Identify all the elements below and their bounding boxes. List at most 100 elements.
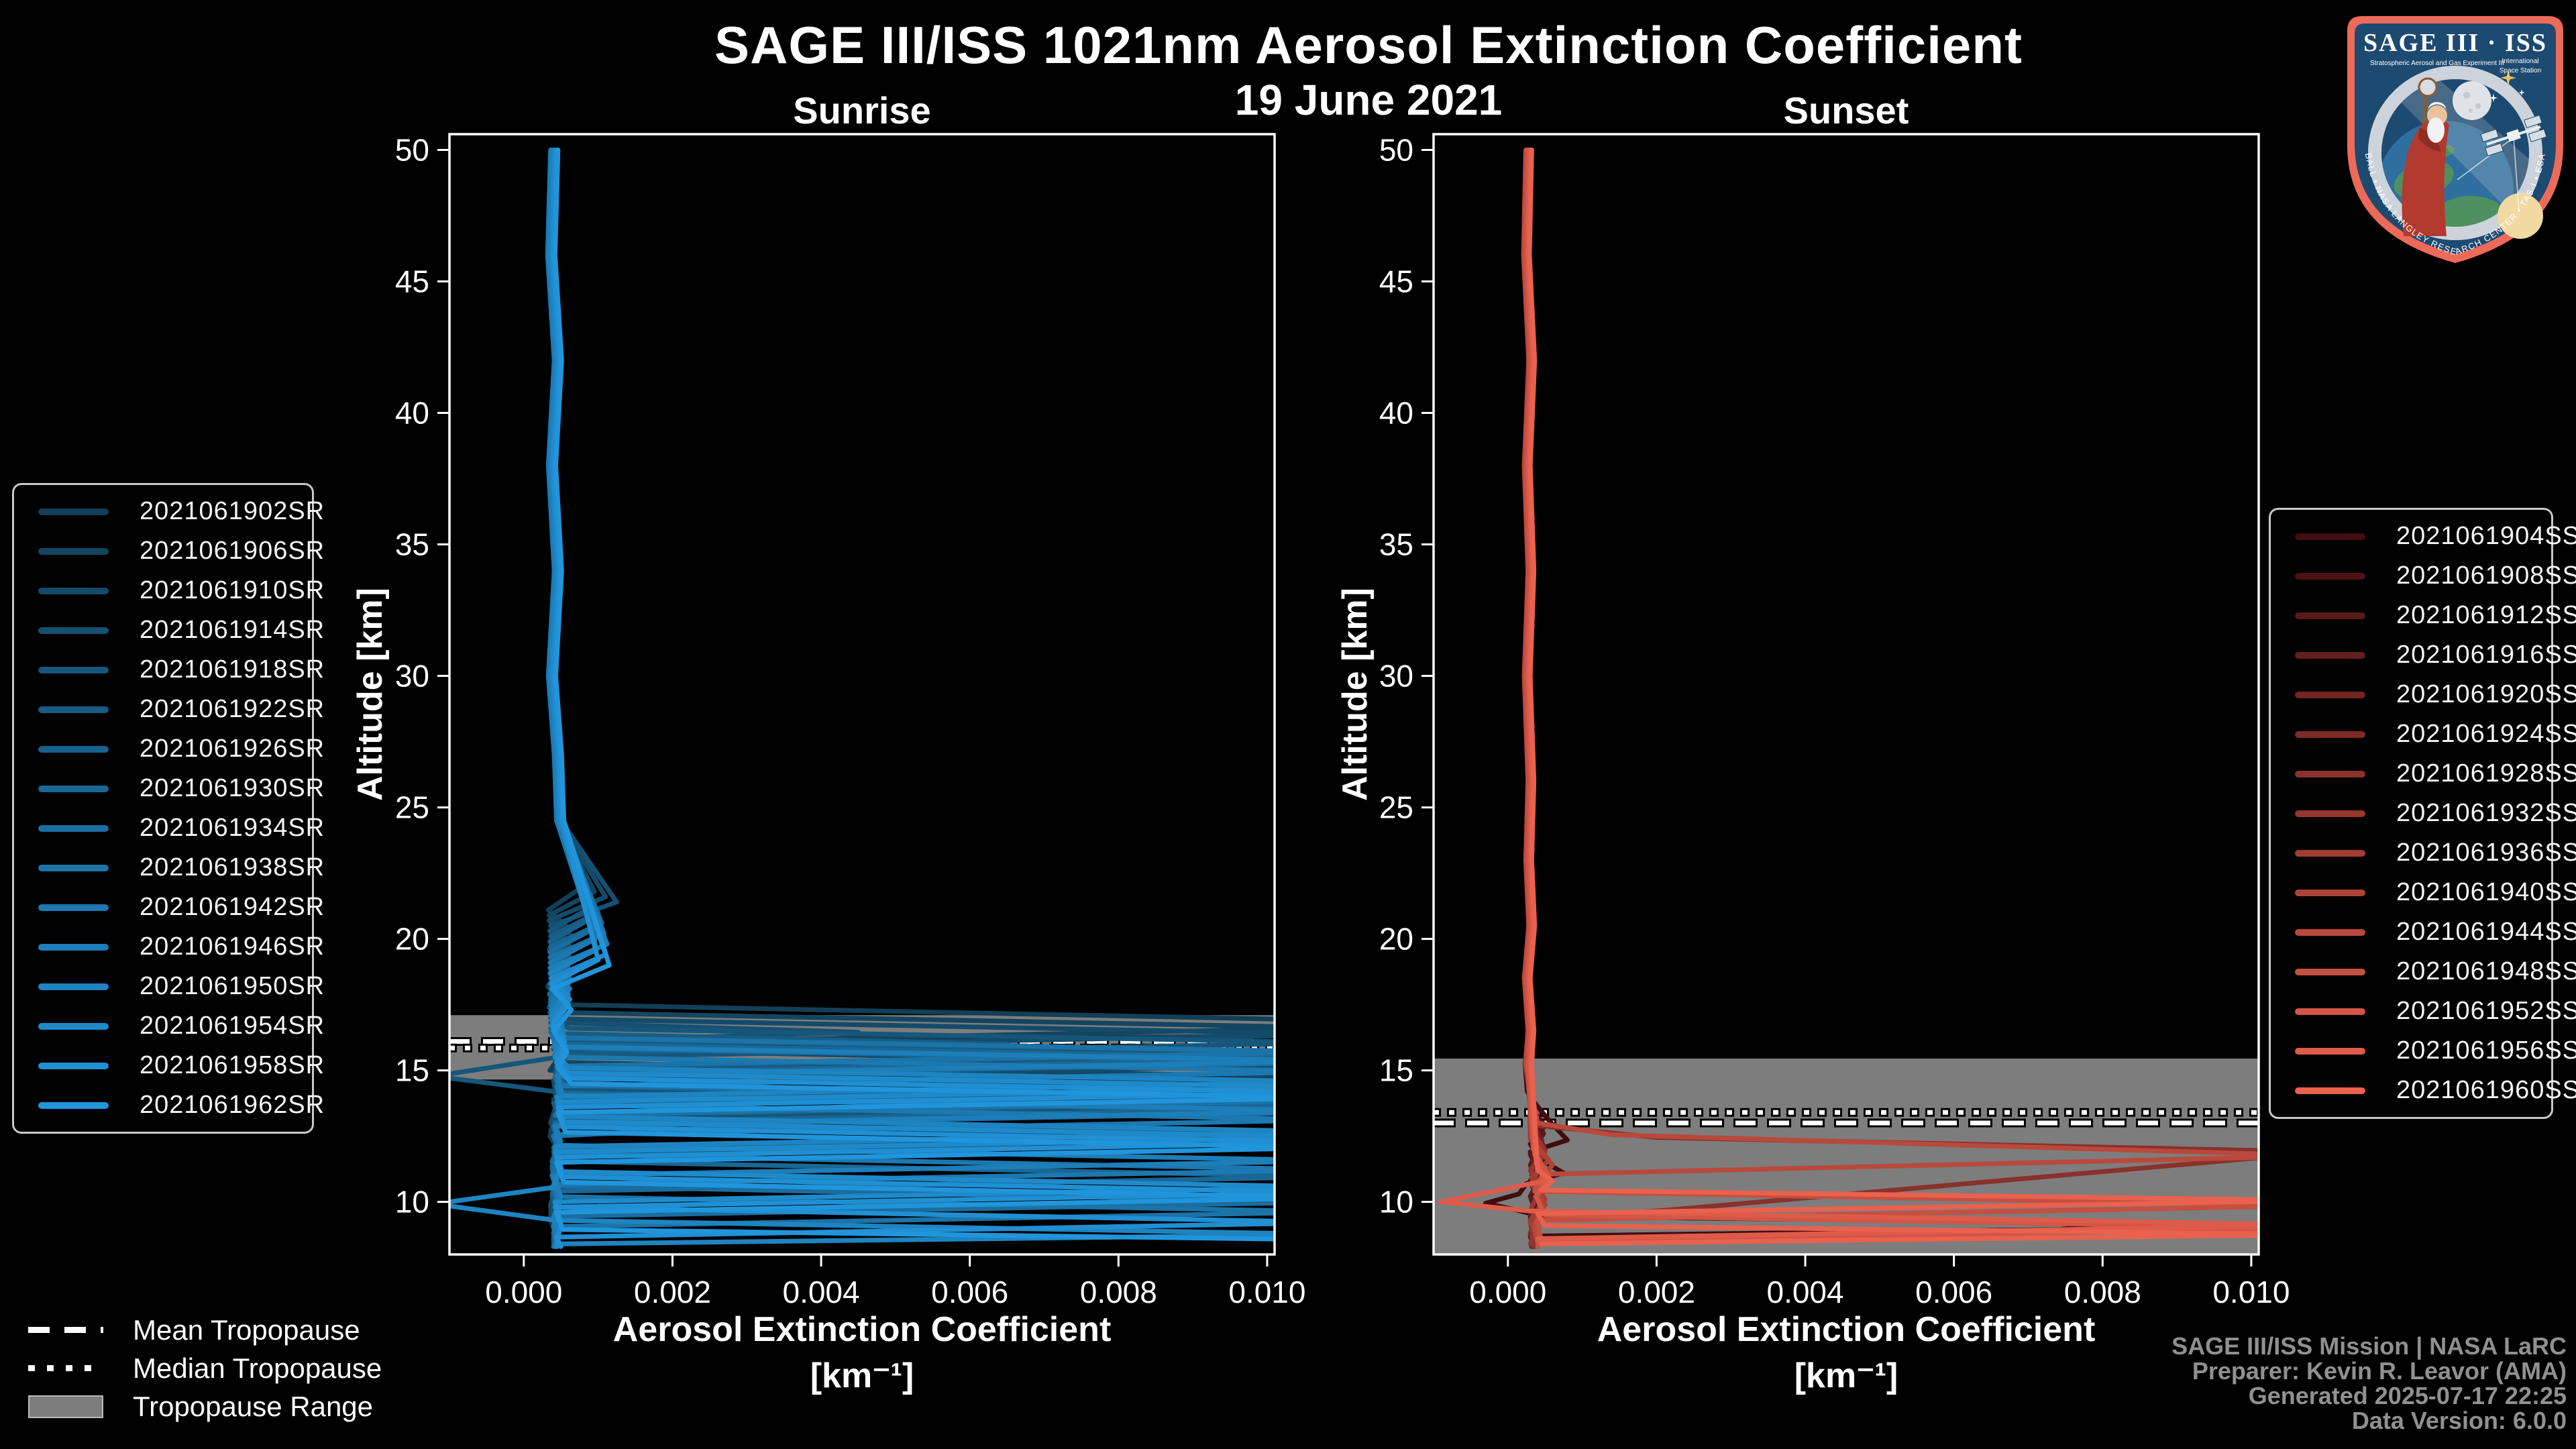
legend-swatch [2295, 849, 2365, 857]
mean-tropopause-label: Mean Tropopause [133, 1313, 360, 1346]
y-tick-label: 45 [395, 264, 429, 299]
legend-entry: 2021061956SS [2271, 1031, 2576, 1071]
y-tick-label: 30 [1379, 659, 1413, 694]
sunrise-x-axis-label: Aerosol Extinction Coefficient [km⁻¹] [613, 1307, 1112, 1399]
legend-label: 2021061918SR [140, 655, 325, 684]
sunrise-panel-title: Sunrise [793, 89, 931, 131]
legend-swatch [2295, 731, 2365, 738]
legend-label: 2021061926SR [140, 735, 325, 763]
sunset-panel-title: Sunset [1783, 89, 1909, 131]
y-tick-label: 50 [1379, 133, 1413, 168]
legend-entry: 2021061960SS [2271, 1071, 2576, 1110]
sunrise-y-axis-label: Altitude [km] [351, 588, 390, 801]
legend-label: 2021061958SR [140, 1051, 325, 1079]
legend-swatch [38, 824, 109, 832]
x-tick-label: 0.008 [2064, 1275, 2141, 1309]
x-tick-label: 0.000 [1469, 1275, 1546, 1309]
sunrise-event-legend: 2021061902SR 2021061906SR 2021061910SR 2021… [12, 483, 324, 1134]
sun-graphic [2498, 193, 2543, 239]
legend-swatch [38, 547, 109, 555]
y-tick-label: 35 [395, 527, 429, 562]
legend-label: 2021061940SS [2396, 878, 2576, 906]
y-tick-label: 50 [395, 133, 429, 168]
sunrise-frame [448, 133, 1276, 1256]
legend-entry: 2021061944SS [2271, 912, 2576, 952]
legend-swatch [2295, 810, 2365, 817]
mean-tropopause-dashed-swatch [28, 1327, 103, 1333]
legend-label: 2021061934SR [140, 814, 325, 842]
attribution-mission: SAGE III/ISS Mission | NASA LaRC [2171, 1332, 2567, 1360]
legend-entry: 2021061922SR [14, 690, 324, 729]
sage-figure [2402, 77, 2449, 237]
legend-swatch [38, 745, 109, 753]
legend-swatch [38, 1102, 109, 1109]
legend-swatch [38, 864, 109, 871]
sage-iii-iss-mission-patch: SAGE III · ISS Stratospheric Aerosol and… [2347, 16, 2563, 263]
y-tick-label: 20 [1379, 922, 1413, 957]
attribution-generated: Generated 2025-07-17 22:25 [2248, 1382, 2567, 1409]
legend-swatch [2295, 889, 2365, 896]
legend-swatch [2295, 651, 2365, 659]
iss-graphic [2480, 114, 2547, 157]
legend-entry: 2021061916SS [2271, 635, 2576, 675]
legend-entry: 2021061962SR [14, 1085, 324, 1125]
legend-swatch [2295, 928, 2365, 936]
legend-entry: 2021061904SS [2271, 517, 2576, 556]
legend-label: 2021061962SR [140, 1091, 325, 1119]
attribution-block: SAGE III/ISS Mission | NASA LaRC Prepare… [2171, 1334, 2567, 1433]
legend-label: 2021061960SS [2396, 1076, 2576, 1104]
legend-entry: 2021061906SR [14, 531, 324, 571]
sunset-y-axis-label: Altitude [km] [1336, 588, 1375, 801]
x-tick-label: 0.006 [1915, 1275, 1992, 1309]
legend-swatch [38, 785, 109, 792]
legend-entry: 2021061908SS [2271, 556, 2576, 596]
legend-label: 2021061922SR [140, 695, 325, 723]
legend-entry: 2021061932SS [2271, 794, 2576, 833]
x-tick-label: 0.008 [1080, 1275, 1157, 1309]
x-tick-label: 0.002 [634, 1275, 711, 1309]
y-tick-label: 45 [1379, 264, 1413, 299]
legend-swatch [38, 1022, 109, 1030]
y-tick-label: 30 [395, 659, 429, 694]
legend-swatch [38, 587, 109, 594]
legend-swatch [2295, 572, 2365, 580]
legend-entry: 2021061954SR [14, 1006, 324, 1046]
legend-label: 2021061908SS [2396, 561, 2576, 590]
patch-subtitle-right-2: Space Station [2500, 67, 2541, 74]
x-axis-units: [km⁻¹] [1794, 1356, 1898, 1395]
legend-entry: 2021061930SR [14, 769, 324, 808]
legend-swatch [38, 508, 109, 515]
legend-label: 2021061944SS [2396, 918, 2576, 946]
legend-label: 2021061904SS [2396, 522, 2576, 550]
legend-entry: 2021061952SS [2271, 991, 2576, 1031]
legend-swatch [38, 1062, 109, 1069]
attribution-data-version: Data Version: 6.0.0 [2351, 1407, 2567, 1434]
legend-label: 2021061946SR [140, 932, 325, 961]
x-axis-label-text: Aerosol Extinction Coefficient [1597, 1310, 2096, 1349]
legend-entry: 2021061950SR [14, 967, 324, 1006]
legend-entry: 2021061902SR [14, 492, 324, 531]
legend-label: 2021061924SS [2396, 720, 2576, 748]
page-title: SAGE III/ISS 1021nm Aerosol Extinction C… [714, 15, 2023, 74]
tropopause-range-legend-row: Tropopause Range [28, 1387, 382, 1426]
x-tick-label: 0.004 [782, 1275, 859, 1309]
sunrise-plot-area [449, 148, 1275, 1249]
legend-label: 2021061956SS [2396, 1036, 2576, 1065]
legend-label: 2021061910SR [140, 576, 325, 604]
sunset-x-axis-label: Aerosol Extinction Coefficient [km⁻¹] [1597, 1307, 2096, 1399]
legend-swatch [38, 983, 109, 990]
legend-swatch [2295, 1047, 2365, 1055]
star-sparkle [2500, 70, 2516, 86]
legend-entry: 2021061940SS [2271, 873, 2576, 912]
moon-graphic [2453, 81, 2491, 120]
x-tick-label: 0.010 [2212, 1275, 2290, 1309]
legend-label: 2021061916SS [2396, 641, 2576, 669]
median-tropopause-label: Median Tropopause [133, 1352, 382, 1384]
legend-entry: 2021061910SR [14, 571, 324, 610]
tropopause-range-label: Tropopause Range [133, 1390, 374, 1422]
x-tick-label: 0.010 [1228, 1275, 1305, 1309]
legend-swatch [2295, 770, 2365, 777]
legend-swatch [2295, 1008, 2365, 1015]
patch-subtitle-left: Stratospheric Aerosol and Gas Experiment… [2370, 60, 2504, 67]
